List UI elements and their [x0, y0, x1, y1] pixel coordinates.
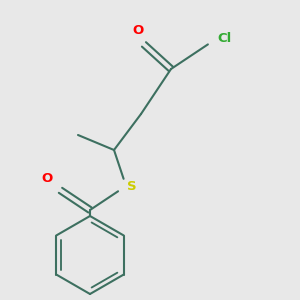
Text: S: S: [128, 179, 137, 193]
Text: Cl: Cl: [218, 32, 232, 46]
Text: O: O: [41, 172, 52, 184]
Text: O: O: [132, 25, 144, 38]
